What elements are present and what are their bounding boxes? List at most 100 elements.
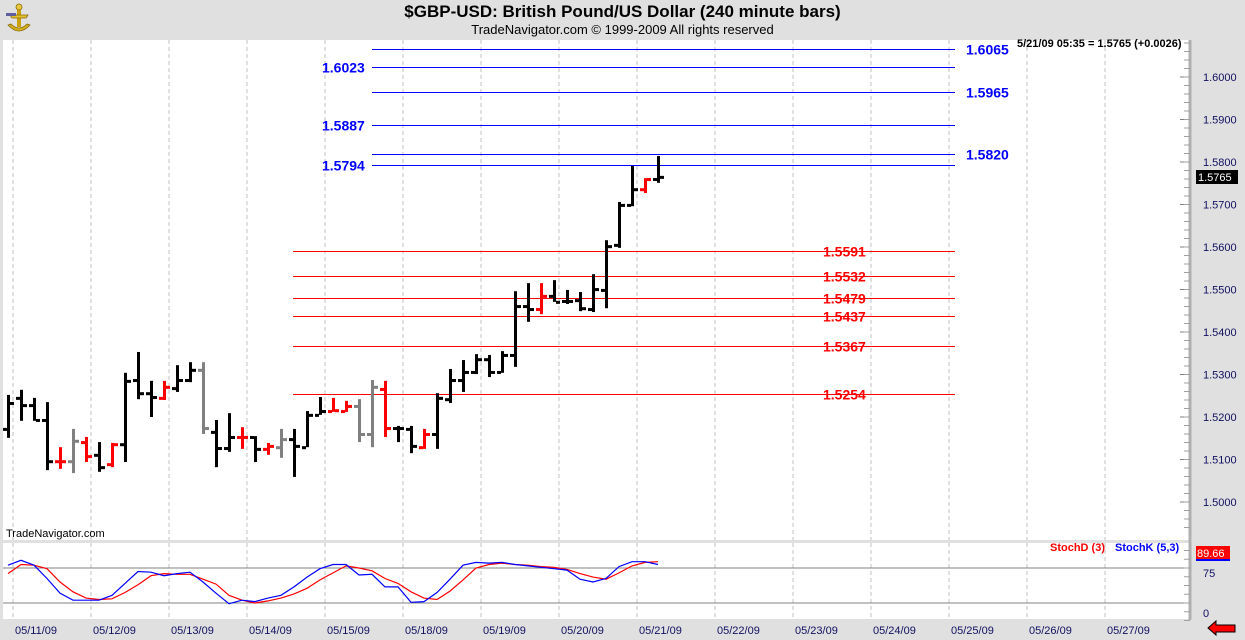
- bar-range: [124, 372, 127, 463]
- ohlc-bar: [81, 436, 92, 463]
- ohlc-bar: [458, 360, 469, 392]
- bar-open-tick: [159, 396, 163, 400]
- bar-open-tick: [81, 441, 85, 445]
- bar-open-tick: [276, 446, 280, 450]
- bar-close-tick: [270, 444, 274, 448]
- bar-range: [98, 442, 101, 472]
- bar-close-tick: [478, 358, 482, 362]
- bar-open-tick: [653, 178, 657, 181]
- ohlc-bar: [328, 397, 339, 414]
- bar-close-tick: [595, 288, 599, 292]
- chart-subtitle: TradeNavigator.com © 1999-2009 All right…: [471, 22, 774, 37]
- bar-close-tick: [530, 308, 534, 312]
- bar-close-tick: [543, 294, 547, 298]
- bar-close-tick: [75, 439, 79, 443]
- bar-close-tick: [413, 444, 417, 448]
- bar-open-tick: [3, 427, 7, 431]
- bar-open-tick: [133, 379, 137, 383]
- ohlc-bar: [614, 201, 625, 248]
- y-tick-label: 1.5000: [1203, 497, 1237, 509]
- stoch-line-stoch_d: [7, 561, 659, 604]
- ohlc-bar: [653, 156, 664, 183]
- bar-range: [293, 428, 296, 477]
- bar-close-tick: [582, 307, 586, 311]
- x-tick-label: 05/11/09: [15, 625, 57, 637]
- bar-open-tick: [328, 410, 332, 414]
- bar-range: [475, 354, 478, 375]
- watermark: TradeNavigator.com: [6, 528, 105, 540]
- bar-close-tick: [257, 447, 261, 451]
- bar-close-tick: [322, 410, 326, 414]
- bar-range: [605, 240, 608, 309]
- ohlc-bar: [289, 428, 300, 477]
- stoch-y-label: 0: [1203, 608, 1209, 620]
- bar-close-tick: [244, 435, 248, 439]
- ohlc-bar: [302, 411, 313, 450]
- bar-close-tick: [556, 300, 560, 304]
- bar-range: [7, 394, 10, 438]
- y-tick-label: 1.5600: [1203, 242, 1237, 254]
- bar-range: [46, 402, 49, 471]
- bar-close-tick: [296, 444, 300, 448]
- bar-open-tick: [68, 460, 72, 464]
- bar-range: [254, 436, 257, 463]
- bar-range: [488, 354, 491, 378]
- ohlc-bar: [445, 368, 456, 403]
- bar-range: [540, 283, 543, 315]
- red-level-label: 1.5532: [823, 269, 866, 285]
- bar-range: [449, 368, 452, 403]
- bar-close-tick: [361, 433, 365, 436]
- bar-range: [85, 436, 88, 463]
- ohlc-bar: [406, 425, 417, 454]
- bar-open-tick: [55, 460, 59, 464]
- bar-close-tick: [36, 418, 40, 422]
- bar-close-tick: [140, 392, 144, 396]
- scroll-left-arrow-icon[interactable]: [1207, 619, 1236, 637]
- bar-close-tick: [23, 404, 27, 408]
- bar-open-tick: [471, 370, 475, 374]
- ohlc-bar: [354, 399, 365, 443]
- last-price-label: 1.5765: [1198, 172, 1232, 184]
- ohlc-bar: [497, 351, 508, 374]
- bar-close-tick: [153, 396, 157, 400]
- ohlc-bar: [432, 393, 443, 449]
- bar-close-tick: [400, 427, 404, 431]
- bar-open-tick: [237, 435, 241, 439]
- x-tick-label: 05/23/09: [795, 625, 838, 637]
- bar-range: [228, 413, 231, 452]
- bar-open-tick: [120, 443, 124, 447]
- bar-close-tick: [608, 245, 612, 249]
- chart-title: $GBP-USD: British Pound/US Dollar (240 m…: [404, 2, 841, 21]
- bar-open-tick: [380, 387, 384, 391]
- ohlc-bar: [484, 354, 495, 378]
- red-level-label: 1.5367: [823, 339, 866, 355]
- blue-level-label: 1.5820: [966, 147, 1009, 163]
- blue-level-label: 1.6023: [322, 60, 365, 76]
- blue-level-label: 1.5965: [966, 85, 1009, 101]
- bar-open-tick: [432, 433, 436, 436]
- x-tick-label: 05/19/09: [483, 625, 526, 637]
- bar-open-tick: [497, 370, 501, 374]
- bar-open-tick: [510, 353, 514, 357]
- bar-open-tick: [627, 203, 631, 207]
- bar-range: [397, 425, 400, 443]
- bar-close-tick: [88, 455, 92, 459]
- bar-open-tick: [16, 396, 20, 400]
- ohlc-bar: [68, 428, 79, 474]
- y-tick-label: 1.5100: [1203, 455, 1237, 467]
- stoch-last-box: [1196, 546, 1230, 560]
- red-level-label: 1.5591: [823, 244, 866, 260]
- x-tick-label: 05/21/09: [639, 625, 682, 637]
- legend-stochk: StochK (5,3): [1115, 542, 1180, 554]
- bar-close-tick: [491, 370, 495, 374]
- ohlc-bar: [419, 428, 430, 450]
- bar-close-tick: [62, 460, 66, 464]
- ohlc-bar: [367, 380, 378, 448]
- bar-range: [410, 425, 413, 454]
- y-tick-label: 1.5900: [1203, 115, 1237, 127]
- stoch-last-box-underline: [1196, 559, 1230, 561]
- bar-close-tick: [10, 401, 14, 405]
- ohlc-bar: [640, 178, 651, 194]
- bar-close-tick: [387, 427, 391, 431]
